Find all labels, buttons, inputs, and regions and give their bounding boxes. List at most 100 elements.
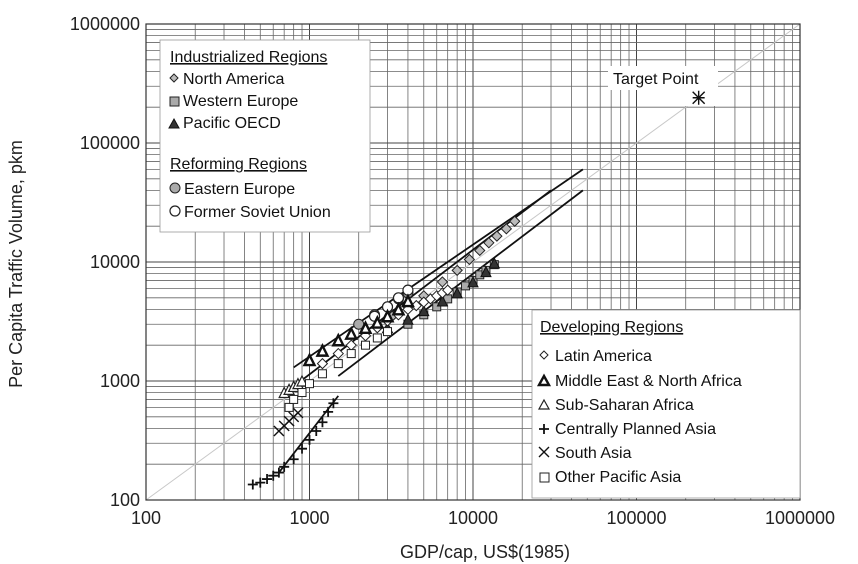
legend-item-other-pacific-asia: Other Pacific Asia	[539, 469, 681, 486]
x-tick-label: 10000	[448, 508, 498, 528]
x-tick-label: 100000	[606, 508, 666, 528]
legend-item-former-soviet-union: Former Soviet Union	[169, 204, 331, 221]
x-tick-label: 1000000	[765, 508, 835, 528]
legend-item-eastern-europe: Eastern Europe	[169, 181, 295, 198]
legend-top-left: Industrialized Regions North America Wes…	[159, 39, 371, 233]
data-point	[247, 479, 258, 490]
data-point	[451, 264, 463, 277]
data-point	[304, 434, 315, 445]
data-point	[268, 470, 279, 481]
data-point	[316, 357, 329, 370]
y-axis-title: Per Capita Traffic Volume, pkm	[6, 140, 26, 388]
x-axis-title: GDP/cap, US$(1985)	[400, 542, 570, 562]
data-point	[488, 256, 501, 269]
legend-label-other-pacific-asia: Other Pacific Asia	[555, 469, 681, 486]
data-point	[474, 244, 486, 257]
data-point	[360, 340, 370, 350]
legend-label-sub-saharan-africa: Sub-Saharan Africa	[555, 397, 694, 414]
filled-triangle-marker-icon	[168, 117, 180, 129]
data-point	[305, 379, 314, 389]
data-point	[346, 349, 356, 359]
data-point	[255, 477, 266, 488]
data-point	[315, 342, 330, 357]
open-diamond-marker-icon	[539, 350, 549, 360]
legend-item-latin-america: Latin America	[539, 348, 652, 365]
legend-label-latin-america: Latin America	[555, 348, 652, 365]
series-sub-saharan-africa	[278, 374, 308, 399]
target-point-annotation: Target Point	[608, 66, 718, 106]
data-point	[380, 308, 395, 323]
legend-label-north-america: North America	[183, 71, 284, 88]
legend-label-western-europe: Western Europe	[183, 93, 298, 110]
data-point	[302, 352, 317, 367]
legend-label-pacific-oecd: Pacific OECD	[183, 115, 281, 132]
legend-top-left-box	[159, 39, 371, 233]
y-tick-label: 10000	[90, 252, 140, 272]
data-point	[328, 398, 339, 409]
legend-label-middle-east-north-africa: Middle East & North Africa	[555, 373, 742, 390]
open-square-marker-icon	[539, 472, 550, 483]
data-point	[383, 327, 393, 337]
data-point	[297, 388, 307, 398]
data-point	[370, 314, 385, 329]
legend-item-western-europe: Western Europe	[169, 93, 298, 110]
data-point	[441, 284, 454, 296]
data-point	[402, 313, 414, 325]
legend-item-middle-east-north-africa: Middle East & North Africa	[536, 373, 742, 390]
series-centrally-planned-asia	[247, 398, 339, 490]
data-point	[483, 237, 495, 249]
asterisk-marker	[692, 90, 706, 105]
data-point	[491, 230, 503, 242]
data-point	[417, 304, 430, 317]
legend-item-north-america: North America	[169, 71, 284, 88]
gray-circle-marker-icon	[169, 182, 181, 194]
y-tick-label: 100000	[80, 133, 140, 153]
legend-item-sub-saharan-africa: Sub-Saharan Africa	[537, 397, 694, 414]
data-point	[317, 417, 328, 428]
data-point	[331, 332, 346, 347]
legend-label-south-asia: South Asia	[555, 445, 632, 462]
plus-marker-icon	[539, 424, 549, 434]
data-point	[358, 320, 373, 334]
series-middle-east-north-africa	[302, 293, 415, 367]
legend-heading-developing: Developing Regions	[540, 319, 683, 336]
open-triangle-marker-icon	[537, 398, 551, 410]
data-point	[288, 454, 299, 465]
data-point	[372, 333, 382, 343]
data-point	[333, 359, 343, 369]
legend-label-former-soviet-union: Former Soviet Union	[184, 204, 331, 221]
series-south-asia	[273, 407, 304, 437]
data-point	[292, 407, 304, 419]
diamond-marker-icon	[169, 73, 179, 83]
data-points	[247, 215, 521, 490]
data-point	[344, 325, 359, 340]
target-point-label: Target Point	[613, 71, 699, 88]
legend-item-south-asia: South Asia	[538, 445, 632, 462]
data-point	[392, 292, 405, 304]
data-point	[400, 293, 415, 308]
data-point	[436, 276, 449, 288]
data-point	[509, 215, 521, 227]
data-point	[467, 275, 479, 288]
data-point	[332, 347, 344, 360]
legend-heading-reforming: Reforming Regions	[170, 156, 307, 173]
cross-marker-icon	[538, 446, 550, 458]
data-point	[262, 474, 273, 485]
target-point-mark	[692, 90, 706, 105]
data-point	[289, 394, 299, 404]
x-tick-labels: 100 1000 10000 100000 1000000	[131, 508, 835, 528]
legend-label-centrally-planned-asia: Centrally Planned Asia	[555, 421, 716, 438]
legend-item-centrally-planned-asia: Centrally Planned Asia	[539, 421, 716, 438]
legend-bottom-right-box	[531, 309, 801, 499]
trend-line	[337, 189, 584, 377]
y-tick-label: 1000000	[70, 14, 140, 34]
gray-square-marker-icon	[169, 96, 180, 107]
x-tick-label: 1000	[289, 508, 329, 528]
data-point	[432, 302, 442, 312]
legend-heading-industrialized: Industrialized Regions	[170, 49, 327, 66]
legend-bottom-right: Developing Regions Latin America Middle …	[531, 309, 801, 499]
legend-item-pacific-oecd: Pacific OECD	[168, 115, 281, 132]
data-point	[284, 402, 294, 412]
open-circle-marker-icon	[169, 205, 181, 217]
